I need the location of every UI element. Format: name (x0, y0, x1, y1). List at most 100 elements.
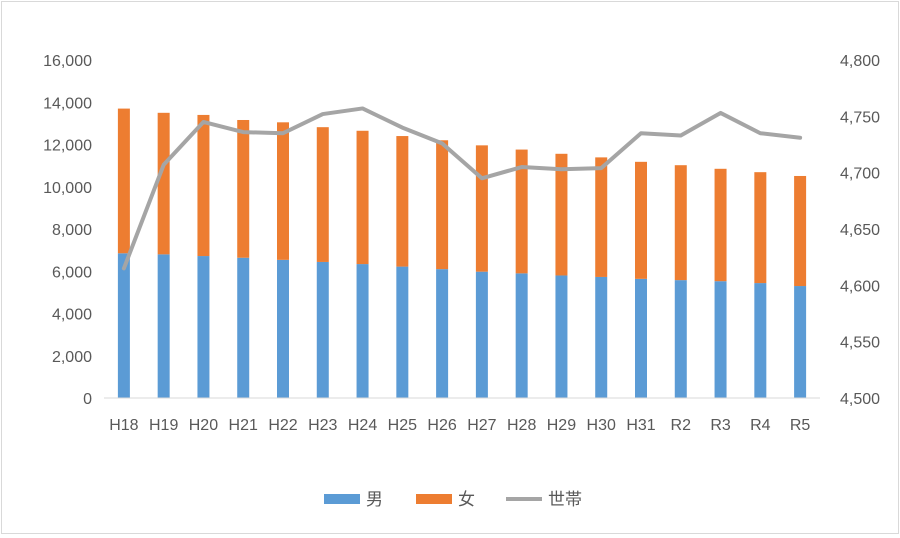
line-layer (121, 106, 803, 271)
point-households-R4 (759, 132, 761, 134)
point-households-H21 (242, 131, 244, 133)
x-tick-label: H18 (109, 417, 138, 434)
bar-female-H28 (515, 149, 528, 274)
x-tick-label: H30 (587, 417, 616, 434)
point-households-H25 (401, 127, 403, 129)
left-tick-label: 4,000 (52, 307, 92, 324)
x-tick-label: H22 (268, 417, 297, 434)
bar-female-R3 (714, 168, 727, 282)
bar-female-H18 (117, 108, 130, 254)
legend-label: 男 (366, 490, 383, 509)
bar-male-H20 (197, 256, 210, 398)
point-households-H28 (521, 166, 523, 168)
x-tick-label: H26 (427, 417, 456, 434)
bar-male-H27 (475, 271, 488, 398)
bar-male-H26 (436, 269, 449, 398)
bar-female-H27 (475, 145, 488, 272)
x-tick-label: H24 (348, 417, 377, 434)
x-tick-label: H28 (507, 417, 536, 434)
bar-female-R2 (674, 165, 687, 281)
bar-male-H23 (316, 261, 329, 398)
right-tick-label: 4,550 (840, 335, 880, 352)
left-tick-label: 10,000 (43, 180, 92, 197)
left-tick-label: 8,000 (52, 222, 92, 239)
x-tick-label: R2 (671, 417, 692, 434)
point-households-R5 (799, 137, 801, 139)
point-households-H29 (560, 168, 562, 170)
x-tick-label: R4 (750, 417, 771, 434)
bar-male-H31 (635, 278, 647, 398)
left-tick-label: 2,000 (52, 349, 92, 366)
bar-male-R2 (674, 280, 687, 398)
left-axis: 0 2,000 4,000 6,000 8,000 10,000 12,000 14,000 1… (43, 53, 92, 408)
bar-male-H18 (117, 253, 130, 398)
x-tick-label: H23 (308, 417, 337, 434)
bar-female-H24 (356, 130, 369, 265)
right-tick-label: 4,500 (840, 391, 880, 408)
left-tick-label: 0 (83, 391, 92, 408)
bar-male-H21 (237, 257, 250, 398)
x-tick-label: R5 (790, 417, 811, 434)
x-tick-label: H29 (547, 417, 576, 434)
bar-male-H29 (555, 275, 568, 398)
bar-female-H19 (157, 112, 170, 255)
line-households (121, 106, 803, 271)
legend-label: 世帯 (548, 490, 582, 509)
point-households-H23 (322, 113, 324, 115)
point-households-R2 (680, 134, 682, 136)
x-tick-label: H25 (388, 417, 417, 434)
legend: 男 女 世帯 (324, 490, 582, 509)
bar-female-R4 (754, 172, 767, 284)
x-tick-label: R3 (710, 417, 731, 434)
bar-male-H28 (515, 273, 528, 398)
bar-male-R5 (794, 286, 807, 398)
point-households-H27 (481, 177, 483, 179)
point-households-H20 (202, 121, 204, 123)
bar-female-H25 (396, 136, 409, 267)
right-tick-label: 4,800 (840, 53, 880, 70)
left-tick-label: 6,000 (52, 264, 92, 281)
bar-female-H22 (277, 122, 289, 260)
x-tick-label: H31 (626, 417, 655, 434)
point-households-H26 (441, 142, 443, 144)
bar-male-H19 (157, 254, 170, 398)
left-tick-label: 16,000 (43, 53, 92, 70)
bar-male-H24 (356, 264, 369, 398)
point-households-H31 (640, 132, 642, 134)
x-tick-label: H21 (229, 417, 258, 434)
right-tick-label: 4,700 (840, 166, 880, 183)
legend-swatch-1 (416, 494, 452, 504)
bar-male-H30 (595, 276, 608, 398)
bar-female-H20 (197, 114, 210, 257)
bar-female-H26 (436, 140, 449, 270)
bar-male-R4 (754, 283, 767, 398)
bar-male-H22 (277, 259, 289, 398)
x-tick-label: H20 (189, 417, 218, 434)
point-households-H24 (362, 107, 364, 109)
bars-layer (104, 108, 820, 399)
bar-female-H23 (316, 127, 329, 262)
bar-female-H21 (237, 119, 250, 258)
bar-female-H29 (555, 153, 568, 276)
right-tick-label: 4,650 (840, 222, 880, 239)
bar-female-R5 (794, 175, 807, 287)
bar-female-H31 (635, 161, 647, 279)
bar-female-H30 (595, 157, 608, 277)
point-households-R3 (720, 112, 722, 114)
right-tick-label: 4,750 (840, 109, 880, 126)
point-households-H19 (163, 164, 165, 166)
left-tick-label: 12,000 (43, 138, 92, 155)
x-tick-label: H27 (467, 417, 496, 434)
bar-male-H25 (396, 266, 409, 398)
left-tick-label: 14,000 (43, 95, 92, 112)
bar-male-R3 (714, 281, 727, 398)
point-households-H18 (123, 267, 125, 269)
legend-swatch-0 (324, 494, 360, 504)
point-households-H30 (600, 167, 602, 169)
legend-label: 女 (458, 490, 475, 509)
x-axis: H18 H19 H20 H21 H22 H23 H24 H25 H26 H27 H28 H29 H30 H… (109, 417, 810, 434)
x-tick-label: H19 (149, 417, 178, 434)
right-axis: 4,500 4,550 4,600 4,650 4,700 4,750 4,800 (840, 53, 880, 408)
